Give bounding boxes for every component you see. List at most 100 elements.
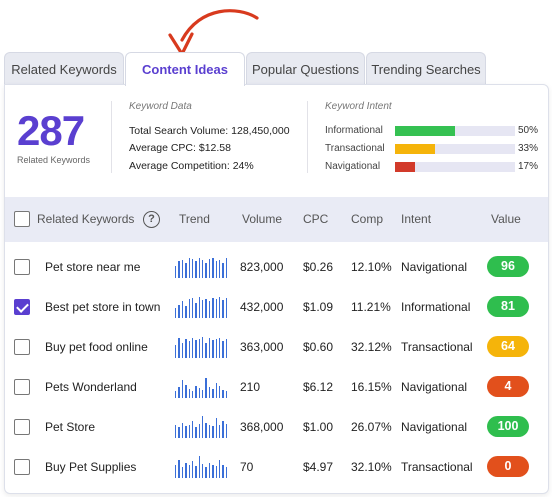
- trend-bar: [202, 300, 204, 318]
- volume-cell: 432,000: [240, 300, 284, 314]
- comp-cell: 12.10%: [351, 260, 392, 274]
- trend-bar: [188, 341, 190, 358]
- value-badge: 4: [487, 376, 529, 397]
- trend-bar: [218, 425, 221, 438]
- keyword-cell[interactable]: Buy pet food online: [45, 340, 148, 354]
- trend-bar: [225, 391, 227, 398]
- trend-bar: [215, 466, 217, 478]
- row-checkbox[interactable]: [14, 339, 30, 355]
- trend-bar: [178, 427, 180, 438]
- header-comp[interactable]: Comp: [351, 212, 384, 226]
- trend-bar: [188, 299, 190, 318]
- row-checkbox[interactable]: [14, 459, 30, 475]
- intent-bar-fill: [395, 162, 416, 172]
- trend-bar: [202, 390, 204, 398]
- header-cpc[interactable]: CPC: [303, 212, 329, 226]
- comp-cell: 26.07%: [351, 420, 392, 434]
- trend-bar: [198, 297, 200, 318]
- trend-sparkline: [175, 256, 227, 278]
- content-panel: 287 Related Keywords Keyword Data Total …: [4, 84, 549, 494]
- row-checkbox[interactable]: [14, 259, 30, 275]
- header-trend[interactable]: Trend: [179, 212, 210, 226]
- table-row[interactable]: Pets Wonderland 210 $6.12 16.15% Navigat…: [5, 367, 548, 407]
- trend-bar: [218, 338, 221, 358]
- tab-content-ideas[interactable]: Content Ideas: [125, 52, 245, 86]
- trend-bar: [215, 418, 217, 438]
- trend-bar: [191, 259, 194, 278]
- tab-trending-searches[interactable]: Trending Searches: [366, 52, 486, 85]
- trend-bar: [202, 260, 204, 278]
- header-value[interactable]: Value: [491, 212, 521, 226]
- keyword-cell[interactable]: Pets Wonderland: [45, 380, 137, 394]
- volume-cell: 70: [240, 460, 254, 474]
- table-row[interactable]: Pet Store 368,000 $1.00 26.07% Navigatio…: [5, 407, 548, 447]
- tab-related-keywords[interactable]: Related Keywords: [4, 52, 124, 85]
- table-row[interactable]: Buy pet food online 363,000 $0.60 32.12%…: [5, 327, 548, 367]
- trend-sparkline: [175, 376, 227, 398]
- trend-bar: [198, 424, 200, 438]
- trend-bar: [205, 467, 207, 478]
- trend-bar: [205, 263, 207, 278]
- trend-bar: [225, 298, 227, 318]
- intent-bar-fill: [395, 144, 435, 154]
- trend-bar: [212, 340, 214, 358]
- table-row[interactable]: Pet store near me 823,000 $0.26 12.10% N…: [5, 247, 548, 287]
- trend-bar: [202, 464, 204, 478]
- trend-bar: [191, 461, 194, 478]
- table-row[interactable]: Best pet store in town 432,000 $1.09 11.…: [5, 287, 548, 327]
- cpc-cell: $0.60: [303, 340, 334, 354]
- trend-bar: [175, 425, 177, 438]
- row-checkbox[interactable]: [14, 419, 30, 435]
- value-badge: 96: [487, 256, 529, 277]
- trend-bar: [222, 263, 224, 278]
- header-related-keywords[interactable]: Related Keywords: [37, 212, 135, 226]
- trend-bar: [212, 465, 214, 478]
- trend-bar: [215, 383, 217, 398]
- trend-sparkline: [175, 336, 227, 358]
- trend-bar: [191, 421, 194, 438]
- comp-cell: 32.12%: [351, 340, 392, 354]
- row-checkbox[interactable]: [14, 379, 30, 395]
- comp-cell: 11.21%: [351, 300, 391, 314]
- trend-bar: [215, 339, 217, 358]
- trend-bar: [191, 338, 194, 358]
- table-row[interactable]: Buy Pet Supplies 70 $4.97 32.10% Transac…: [5, 447, 548, 487]
- keyword-count-label: Related Keywords: [17, 155, 91, 165]
- trend-bar: [222, 390, 224, 398]
- intent-percent: 17%: [518, 161, 539, 172]
- header-intent[interactable]: Intent: [401, 212, 432, 226]
- row-checkbox[interactable]: [14, 299, 30, 315]
- cpc-cell: $6.12: [303, 380, 334, 394]
- trend-bar: [185, 306, 187, 318]
- keyword-cell[interactable]: Pet Store: [45, 420, 96, 434]
- trend-bar: [208, 259, 211, 278]
- divider: [111, 101, 112, 173]
- trend-bar: [185, 426, 187, 438]
- tab-bar: Related Keywords Content Ideas Popular Q…: [4, 52, 486, 86]
- select-all-checkbox[interactable]: [14, 211, 30, 227]
- trend-bar: [185, 263, 187, 278]
- trend-bar: [195, 340, 197, 358]
- trend-bar: [185, 385, 187, 398]
- trend-bar: [175, 465, 177, 478]
- trend-bar: [205, 343, 207, 358]
- header-volume[interactable]: Volume: [242, 212, 283, 226]
- trend-bar: [198, 456, 200, 478]
- keyword-cell[interactable]: Buy Pet Supplies: [45, 460, 137, 474]
- cpc-cell: $1.00: [303, 420, 334, 434]
- trend-bar: [175, 345, 177, 358]
- trend-bar: [178, 460, 180, 478]
- keyword-cell[interactable]: Best pet store in town: [45, 300, 161, 314]
- trend-bar: [225, 467, 227, 478]
- question-circle-icon[interactable]: ?: [143, 211, 160, 228]
- keyword-cell[interactable]: Pet store near me: [45, 260, 141, 274]
- value-badge: 81: [487, 296, 529, 317]
- intent-row-navigational: Navigational 17%: [325, 161, 545, 173]
- trend-bar: [181, 380, 184, 398]
- intent-bar-track: [395, 144, 515, 154]
- intent-cell: Navigational: [401, 260, 468, 274]
- trend-bar: [222, 341, 224, 358]
- trend-sparkline: [175, 456, 227, 478]
- tab-popular-questions[interactable]: Popular Questions: [246, 52, 365, 85]
- intent-cell: Informational: [401, 300, 471, 314]
